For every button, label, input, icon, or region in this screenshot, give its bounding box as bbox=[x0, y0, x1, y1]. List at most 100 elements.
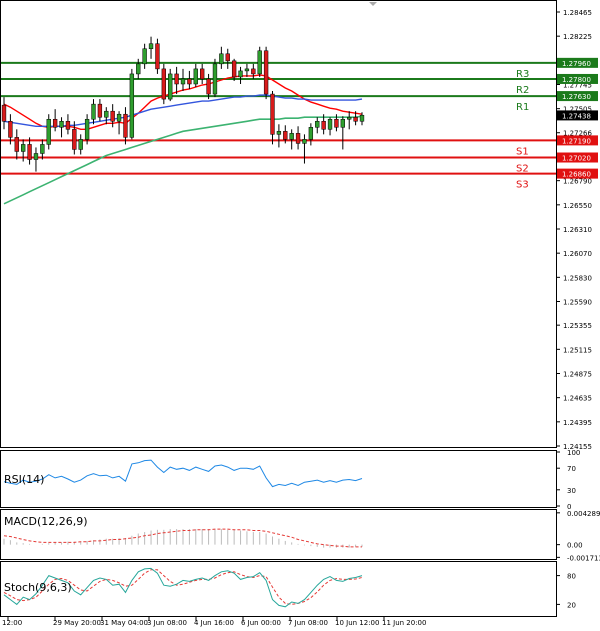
candle bbox=[78, 134, 83, 155]
candle bbox=[193, 63, 198, 88]
price-tick-label: 1.28225 bbox=[563, 33, 592, 41]
price-tick-label: 1.25115 bbox=[563, 346, 592, 354]
price-tick-label: 1.24635 bbox=[563, 395, 592, 403]
candlesticks bbox=[1, 36, 365, 172]
candle bbox=[244, 63, 250, 77]
candle bbox=[187, 70, 192, 90]
price-tick-label: 1.28465 bbox=[563, 9, 592, 17]
macd-tick-label: -0.001713 bbox=[567, 554, 600, 562]
stoch-d-line bbox=[3, 569, 363, 605]
candle bbox=[283, 125, 288, 144]
candle bbox=[257, 46, 262, 77]
candle bbox=[148, 36, 154, 59]
candle bbox=[219, 46, 224, 69]
candle bbox=[302, 134, 307, 164]
macd-signal-line bbox=[3, 528, 362, 548]
level-name-s2: S2 bbox=[516, 164, 529, 175]
current-price-tag bbox=[557, 110, 598, 121]
time-tick-label: 7 Jun 08:00 bbox=[288, 619, 328, 627]
price-axis: 1.284651.282251.279851.277451.275051.272… bbox=[556, 9, 592, 451]
rsi-tick-label: 0 bbox=[567, 503, 571, 511]
candle bbox=[59, 117, 64, 138]
time-tick-label: 4 Jun 16:00 bbox=[194, 619, 234, 627]
price-tick-label: 1.27505 bbox=[563, 106, 592, 114]
candle bbox=[21, 139, 26, 162]
candle bbox=[104, 107, 109, 125]
level-tag-s2 bbox=[557, 152, 598, 163]
candle bbox=[315, 117, 320, 134]
level-name-s1: S1 bbox=[516, 146, 529, 157]
macd-label: MACD(12,26,9) bbox=[4, 515, 88, 528]
candle bbox=[263, 46, 269, 100]
candle bbox=[136, 58, 141, 79]
price-tick-label: 1.26310 bbox=[563, 226, 592, 234]
rsi-tick-label: 100 bbox=[567, 449, 580, 457]
scroll-indicator-icon bbox=[369, 2, 377, 6]
time-tick-label: 10 Jun 12:00 bbox=[335, 619, 379, 627]
level-name-r1: R1 bbox=[516, 102, 529, 113]
price-tick-label: 1.24155 bbox=[563, 443, 592, 451]
stoch-tick-label: 80 bbox=[567, 573, 576, 581]
candle bbox=[1, 97, 7, 130]
macd-tick-label: 0.004289 bbox=[567, 510, 600, 518]
candle bbox=[129, 68, 135, 140]
level-tag-r1 bbox=[557, 91, 598, 102]
candle bbox=[174, 66, 179, 95]
stoch-label: Stoch(9,6,3) bbox=[4, 581, 72, 594]
candle bbox=[206, 73, 211, 100]
level-tag-s1 bbox=[557, 135, 598, 146]
candle bbox=[91, 99, 96, 125]
level-value-r3: 1.27960 bbox=[562, 60, 591, 68]
candle bbox=[180, 68, 186, 92]
candle bbox=[27, 137, 32, 165]
current-price-value: 1.27438 bbox=[562, 112, 591, 120]
rsi-plot-frame bbox=[0, 450, 557, 508]
candle bbox=[251, 63, 256, 79]
price-plot-frame bbox=[0, 0, 557, 448]
rsi-panel: 100 70 30 0 RSI(14) bbox=[0, 449, 580, 511]
candle bbox=[353, 111, 358, 126]
candle bbox=[308, 123, 314, 146]
rsi-tick-label: 70 bbox=[567, 465, 576, 473]
price-tick-label: 1.27266 bbox=[563, 130, 592, 138]
candle bbox=[84, 114, 90, 145]
candle bbox=[231, 58, 237, 81]
candle bbox=[200, 63, 205, 84]
rsi-axis: 100 70 30 0 bbox=[556, 449, 580, 511]
time-tick-label: 12:00 bbox=[2, 619, 22, 627]
candle bbox=[340, 116, 345, 150]
candle bbox=[168, 68, 173, 102]
candle bbox=[327, 117, 333, 136]
candle bbox=[161, 63, 166, 105]
price-tick-label: 1.26070 bbox=[563, 250, 592, 258]
price-tick-label: 1.26550 bbox=[563, 202, 592, 210]
candle bbox=[225, 48, 230, 69]
stoch-axis: 80 20 bbox=[556, 573, 576, 609]
ma-line-3 bbox=[3, 115, 363, 205]
candle bbox=[116, 111, 122, 135]
price-tick-label: 1.24395 bbox=[563, 419, 592, 427]
rsi-line bbox=[3, 459, 363, 488]
time-tick-label: 3 Jun 08:00 bbox=[147, 619, 187, 627]
time-tick-label: 29 May 20:00 bbox=[53, 619, 101, 627]
candle bbox=[52, 109, 58, 132]
candle bbox=[40, 139, 45, 160]
candle bbox=[347, 111, 352, 130]
macd-panel: 0.004289 0.00 -0.001713 MACD(12,26,9) bbox=[0, 509, 600, 562]
level-value-s1: 1.27190 bbox=[562, 137, 591, 145]
current-price-marker: 1.27438 bbox=[557, 110, 598, 121]
candle bbox=[155, 38, 160, 74]
level-value-r1: 1.27630 bbox=[562, 93, 591, 101]
candle bbox=[270, 91, 275, 145]
candle bbox=[8, 114, 13, 145]
candle bbox=[123, 107, 128, 145]
candle bbox=[359, 112, 365, 126]
price-tick-label: 1.25830 bbox=[563, 274, 592, 282]
candle bbox=[334, 114, 339, 132]
rsi-label: RSI(14) bbox=[4, 473, 44, 486]
level-name-r2: R2 bbox=[516, 85, 529, 96]
candle bbox=[14, 129, 19, 160]
price-tick-label: 1.26790 bbox=[563, 178, 592, 186]
level-name-r3: R3 bbox=[516, 69, 529, 80]
